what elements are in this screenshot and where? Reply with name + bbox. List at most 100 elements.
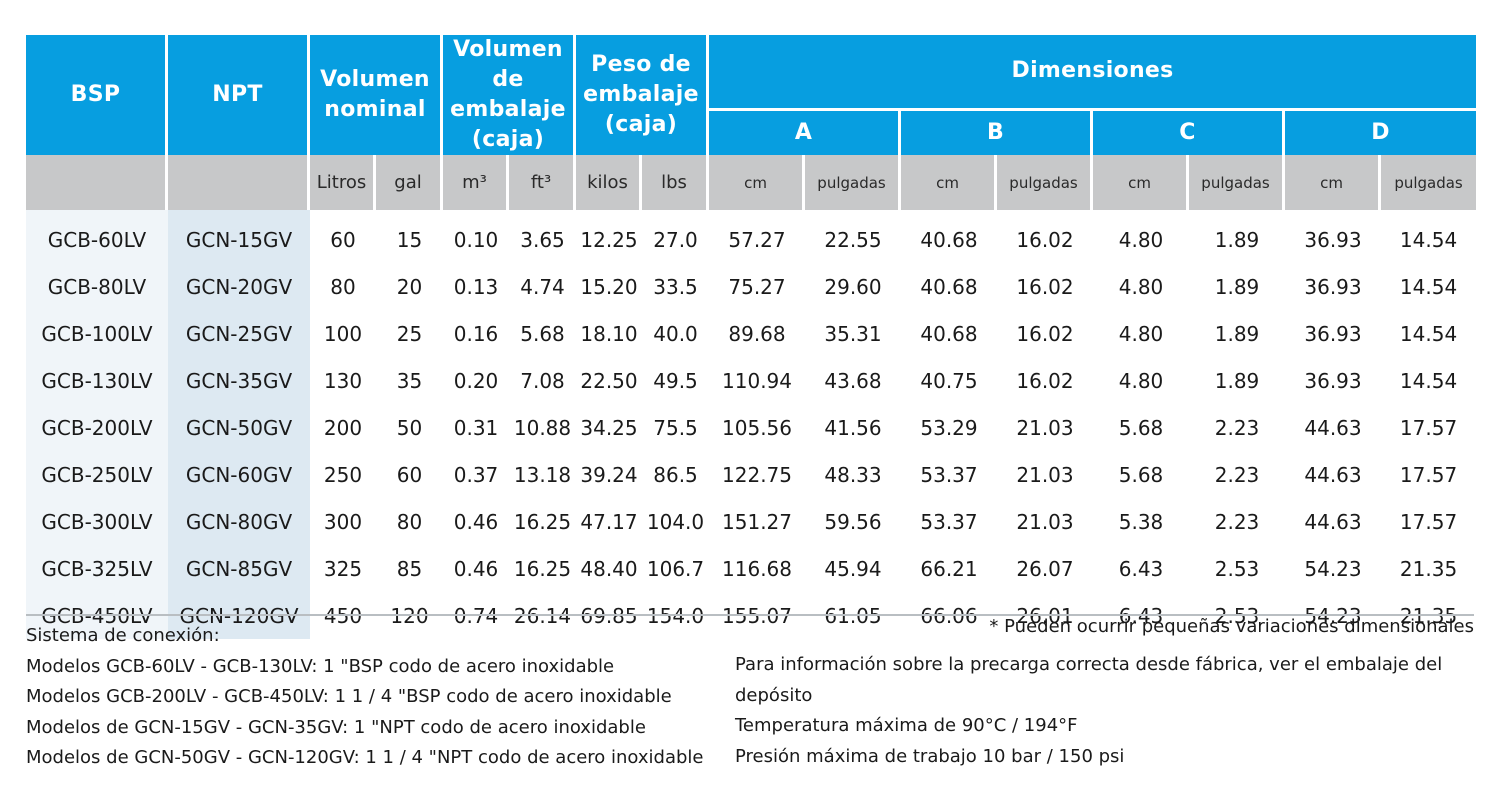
cell-dim-c-cm: 6.43 <box>1118 556 1164 581</box>
cell-dim-b-cm: 53.29 <box>920 415 978 440</box>
max-pressure-note: Presión máxima de trabajo 10 bar / 150 p… <box>735 745 1125 767</box>
cell-dim-c-pulgadas: 2.23 <box>1214 462 1260 487</box>
header-volumen-embalaje-line2: embalaje <box>450 97 566 122</box>
cell-volume-litros: 250 <box>323 462 363 487</box>
header-dim-d: D <box>1285 110 1477 155</box>
cell-dim-d-pulgadas: 14.54 <box>1399 321 1458 346</box>
unit-m3: m³ <box>443 155 509 210</box>
cell-dim-c-cm: 4.80 <box>1118 274 1164 299</box>
cell-dim-b-cm: 53.37 <box>920 509 978 534</box>
unit-c-pulgadas: pulgadas <box>1189 155 1286 210</box>
cell-pack-weight-kilos: 18.10 <box>580 321 638 346</box>
table-row: GCB-200LV GCN-50GV 200 50 0.31 10.88 34.25 75.5… <box>26 404 1476 451</box>
header-dim-c: C <box>1093 110 1286 155</box>
header-dimensiones: Dimensiones <box>709 35 1477 111</box>
cell-pack-weight-lbs: 40.0 <box>653 321 698 346</box>
cell-dim-c-pulgadas: 1.89 <box>1214 227 1260 252</box>
cell-pack-volume-m3: 0.46 <box>453 556 499 581</box>
cell-dim-d-cm: 36.93 <box>1304 227 1362 252</box>
table-row: GCB-60LV GCN-15GV 60 15 0.10 3.65 12.25 27.0 57.… <box>26 210 1476 263</box>
cell-dim-b-pulgadas: 16.02 <box>1016 368 1074 393</box>
cell-dim-a-cm: 75.27 <box>728 274 786 299</box>
cell-dim-d-pulgadas: 17.57 <box>1399 509 1458 534</box>
cell-dim-b-pulgadas: 21.03 <box>1016 462 1074 487</box>
cell-volume-litros: 100 <box>323 321 363 346</box>
unit-bsp-empty <box>26 155 168 210</box>
cell-dim-d-pulgadas: 17.57 <box>1399 415 1458 440</box>
cell-dim-b-cm: 40.68 <box>920 227 978 252</box>
unit-b-pulgadas: pulgadas <box>997 155 1094 210</box>
cell-dim-b-pulgadas: 21.03 <box>1016 415 1074 440</box>
header-dim-b: B <box>901 110 1094 155</box>
cell-dim-c-cm: 4.80 <box>1118 321 1164 346</box>
cell-volume-gal: 20 <box>396 274 423 299</box>
table-row: GCB-300LV GCN-80GV 300 80 0.46 16.25 47.17 104.… <box>26 498 1476 545</box>
header-volumen-embalaje-line1: Volumen de <box>453 37 563 92</box>
cell-pack-volume-ft3: 10.88 <box>513 415 572 440</box>
table-row: GCB-100LV GCN-25GV 100 25 0.16 5.68 18.10 40.0 8… <box>26 310 1476 357</box>
cell-dim-a-pulgadas: 59.56 <box>824 509 882 534</box>
cell-pack-weight-kilos: 15.20 <box>580 274 638 299</box>
cell-dim-d-pulgadas: 14.54 <box>1399 274 1458 299</box>
cell-volume-gal: 80 <box>396 509 423 534</box>
cell-dim-a-pulgadas: 35.31 <box>824 321 882 346</box>
cell-volume-gal: 15 <box>396 227 423 252</box>
cell-dim-c-cm: 4.80 <box>1118 227 1164 252</box>
cell-volume-litros: 325 <box>323 556 363 581</box>
cell-dim-d-cm: 44.63 <box>1304 509 1362 534</box>
cell-pack-weight-lbs: 49.5 <box>653 368 698 393</box>
cell-dim-b-cm: 40.68 <box>920 274 978 299</box>
unit-a-pulgadas: pulgadas <box>805 155 902 210</box>
disclaimer-note: * Pueden ocurrir pequeñas variaciones di… <box>989 616 1474 637</box>
cell-dim-a-pulgadas: 43.68 <box>824 368 882 393</box>
connection-notes: Sistema de conexión: Modelos GCB-60LV - … <box>26 621 704 774</box>
unit-lbs: lbs <box>642 155 710 210</box>
cell-dim-d-cm: 44.63 <box>1304 415 1362 440</box>
cell-dim-c-pulgadas: 1.89 <box>1214 274 1260 299</box>
cell-dim-d-pulgadas: 17.57 <box>1399 462 1458 487</box>
cell-dim-d-cm: 36.93 <box>1304 321 1362 346</box>
cell-pack-weight-lbs: 75.5 <box>653 415 698 440</box>
cell-dim-c-pulgadas: 2.23 <box>1214 415 1260 440</box>
cell-pack-volume-m3: 0.31 <box>453 415 499 440</box>
cell-pack-volume-m3: 0.37 <box>453 462 499 487</box>
cell-pack-weight-kilos: 12.25 <box>580 227 638 252</box>
table-row: GCB-325LV GCN-85GV 325 85 0.46 16.25 48.40 106.… <box>26 545 1476 592</box>
cell-dim-b-pulgadas: 16.02 <box>1016 227 1074 252</box>
header-volumen-embalaje: Volumen de embalaje (caja) <box>443 35 577 155</box>
table-row: GCB-250LV GCN-60GV 250 60 0.37 13.18 39.24 86.5… <box>26 451 1476 498</box>
unit-npt-empty <box>168 155 310 210</box>
cell-volume-gal: 85 <box>396 556 423 581</box>
cell-volume-gal: 60 <box>396 462 423 487</box>
cell-dim-d-cm: 36.93 <box>1304 274 1362 299</box>
cell-dim-c-cm: 4.80 <box>1118 368 1164 393</box>
cell-npt-model: GCN-85GV <box>168 545 310 592</box>
cell-pack-weight-kilos: 47.17 <box>580 509 638 534</box>
cell-dim-b-cm: 66.21 <box>920 556 978 581</box>
cell-pack-volume-ft3: 4.74 <box>520 274 565 299</box>
unit-d-pulgadas: pulgadas <box>1381 155 1477 210</box>
cell-volume-gal: 25 <box>396 321 423 346</box>
cell-dim-b-pulgadas: 26.07 <box>1016 556 1074 581</box>
cell-bsp-model: GCB-325LV <box>26 545 168 592</box>
unit-kilos: kilos <box>576 155 643 210</box>
cell-pack-weight-kilos: 48.40 <box>580 556 638 581</box>
connection-note-line: Modelos GCB-60LV - GCB-130LV: 1 "BSP cod… <box>26 655 615 677</box>
cell-dim-c-cm: 5.68 <box>1118 462 1164 487</box>
cell-pack-volume-m3: 0.20 <box>453 368 499 393</box>
cell-bsp-model: GCB-130LV <box>26 357 168 404</box>
cell-npt-model: GCN-60GV <box>168 451 310 498</box>
cell-pack-weight-kilos: 22.50 <box>580 368 638 393</box>
cell-dim-d-cm: 36.93 <box>1304 368 1362 393</box>
cell-volume-litros: 200 <box>323 415 363 440</box>
cell-npt-model: GCN-80GV <box>168 498 310 545</box>
cell-bsp-model: GCB-200LV <box>26 404 168 451</box>
cell-pack-volume-ft3: 3.65 <box>520 227 565 252</box>
cell-pack-weight-lbs: 106.7 <box>646 556 705 581</box>
cell-dim-d-pulgadas: 14.54 <box>1399 227 1458 252</box>
cell-pack-volume-m3: 0.46 <box>453 509 499 534</box>
cell-dim-a-pulgadas: 29.60 <box>824 274 882 299</box>
cell-dim-d-cm: 44.63 <box>1304 462 1362 487</box>
cell-pack-volume-m3: 0.13 <box>453 274 499 299</box>
cell-volume-litros: 300 <box>323 509 363 534</box>
